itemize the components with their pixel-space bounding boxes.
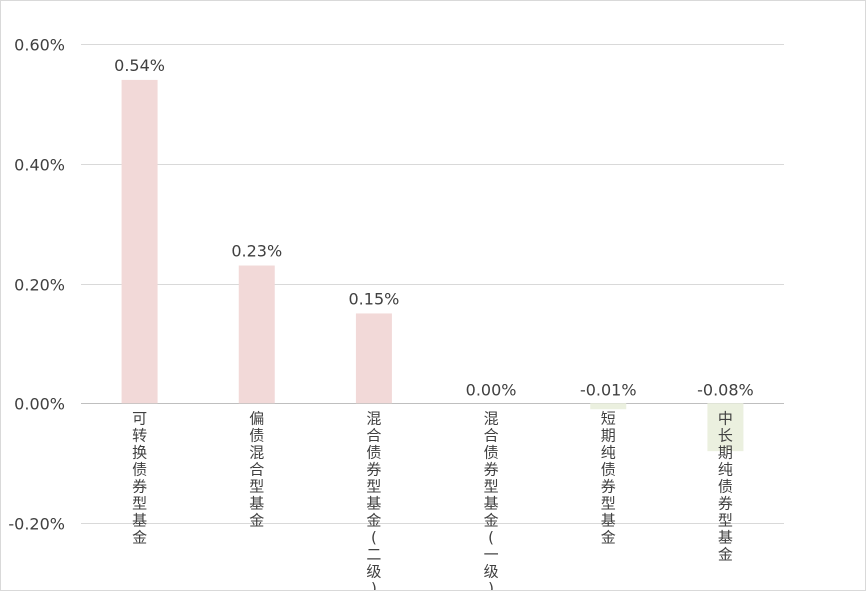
- category-label-char: 换: [132, 443, 147, 461]
- bars: [121, 79, 744, 452]
- category-label-char: 债: [249, 426, 264, 444]
- category-label-char: 型: [249, 477, 264, 495]
- category-label-char: 债: [132, 460, 147, 478]
- category-label-char: 型: [718, 511, 733, 529]
- category-label-char: 金: [601, 528, 616, 546]
- category-label-char: 金: [249, 511, 264, 529]
- category-label: 偏债混合型基金: [249, 409, 264, 529]
- category-label-char: 级: [366, 562, 381, 580]
- category-label-char: 券: [718, 494, 733, 512]
- category-label-char: 转: [132, 426, 147, 444]
- category-label-char: (: [371, 528, 377, 546]
- category-label-char: 型: [484, 477, 499, 495]
- category-label-char: 级: [484, 562, 499, 580]
- category-label-char: 基: [601, 511, 616, 529]
- category-label-char: 合: [249, 460, 264, 478]
- y-tick-label: 0.00%: [14, 395, 65, 414]
- bar: [707, 403, 744, 452]
- category-label-char: 金: [366, 511, 381, 529]
- category-label-char: 券: [484, 460, 499, 478]
- data-label: -0.08%: [697, 380, 754, 399]
- category-label-char: 期: [718, 443, 733, 461]
- category-label-char: 债: [601, 460, 616, 478]
- category-label-char: 混: [249, 443, 264, 461]
- category-label-char: 可: [132, 409, 147, 427]
- y-axis-ticks: 0.60% 0.40% 0.20% 0.00% -0.20%: [8, 36, 65, 534]
- category-labels: 可转换债券型基金偏债混合型基金混合债券型基金(二级)混合债券型基金(一级)短期纯…: [132, 409, 733, 590]
- category-label-char: 中: [718, 409, 733, 427]
- category-label-char: 债: [718, 477, 733, 495]
- category-label-char: 券: [132, 477, 147, 495]
- category-label-char: 债: [366, 443, 381, 461]
- category-label-char: 基: [484, 494, 499, 512]
- category-label-char: ): [488, 579, 494, 590]
- y-tick-label: 0.20%: [14, 276, 65, 295]
- category-label-char: 混: [366, 409, 381, 427]
- category-label-char: 合: [366, 426, 381, 444]
- category-label: 中长期纯债券型基金: [718, 409, 733, 563]
- category-label-char: 偏: [249, 409, 264, 427]
- category-label-char: 基: [132, 511, 147, 529]
- data-label: 0.15%: [349, 289, 400, 308]
- category-label-char: 金: [718, 545, 733, 563]
- bar: [121, 79, 158, 404]
- grid-layer: [81, 44, 784, 524]
- y-tick-label: 0.60%: [14, 36, 65, 55]
- category-label-char: 基: [718, 528, 733, 546]
- category-label-char: 一: [484, 545, 499, 563]
- category-label-char: 二: [366, 545, 381, 563]
- category-label-char: 短: [601, 409, 616, 427]
- category-label-char: 基: [249, 494, 264, 512]
- category-label: 短期纯债券型基金: [601, 409, 616, 546]
- category-label-char: 型: [132, 494, 147, 512]
- bar: [590, 403, 627, 410]
- data-label: -0.01%: [580, 380, 637, 399]
- data-label: 0.54%: [114, 56, 165, 75]
- category-label-char: 券: [366, 460, 381, 478]
- category-label-char: 期: [601, 426, 616, 444]
- category-label-char: 券: [601, 477, 616, 495]
- category-label-char: (: [488, 528, 494, 546]
- bar: [238, 265, 275, 404]
- bar: [355, 313, 392, 404]
- category-label: 可转换债券型基金: [132, 409, 147, 546]
- category-label-char: 基: [366, 494, 381, 512]
- data-labels: 0.54% 0.23% 0.15% 0.00% -0.01% -0.08%: [114, 56, 754, 399]
- category-label-char: 混: [484, 409, 499, 427]
- category-label-char: 金: [484, 511, 499, 529]
- category-label-char: 金: [132, 528, 147, 546]
- category-label-char: 合: [484, 426, 499, 444]
- category-label-char: 型: [601, 494, 616, 512]
- y-tick-label: 0.40%: [14, 156, 65, 175]
- category-label-char: 纯: [718, 460, 733, 478]
- category-label: 混合债券型基金(二级): [366, 409, 381, 590]
- data-label: 0.00%: [466, 380, 517, 399]
- category-label-char: 长: [718, 426, 733, 444]
- category-label-char: 型: [366, 477, 381, 495]
- category-label: 混合债券型基金(一级): [484, 409, 499, 590]
- data-label: 0.23%: [231, 242, 282, 261]
- category-label-char: ): [371, 579, 377, 590]
- category-label-char: 纯: [601, 443, 616, 461]
- category-label-char: 债: [484, 443, 499, 461]
- y-tick-label: -0.20%: [8, 515, 65, 534]
